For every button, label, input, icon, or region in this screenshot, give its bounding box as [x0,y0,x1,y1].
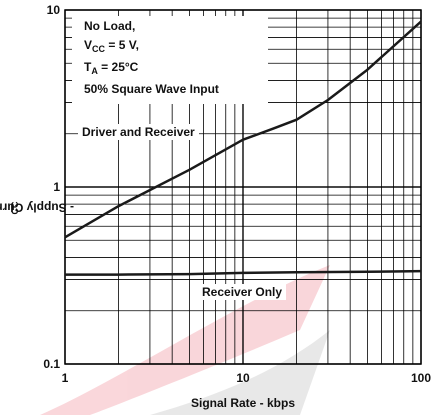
y-axis-label: ICC - Supply Current - mA [0,200,75,215]
series-label-receiver-only: Receiver Only [198,284,287,300]
series-label-driver-receiver: Driver and Receiver [78,124,199,140]
y-tick-label: 10 [47,3,61,17]
x-tick-label: 10 [236,371,250,385]
series [64,20,422,276]
y-tick-label: 1 [53,180,60,194]
x-tick-label: 100 [411,371,431,385]
condition-load: No Load, [84,19,136,33]
condition-ta: TA = 25°C [84,60,139,76]
x-axis-label: Signal Rate - kbps [191,396,295,410]
series-line-receiver-only [65,269,422,276]
y-tick-label: 0.1 [43,357,60,371]
watermark [40,265,330,415]
series-line-driver-receiver [64,20,422,239]
conditions-box: No Load, VCC = 5 V, TA = 25°C 50% Square… [72,16,268,104]
x-tick-label: 1 [62,371,69,385]
condition-vcc: VCC = 5 V, [84,38,139,54]
condition-input: 50% Square Wave Input [84,82,219,96]
